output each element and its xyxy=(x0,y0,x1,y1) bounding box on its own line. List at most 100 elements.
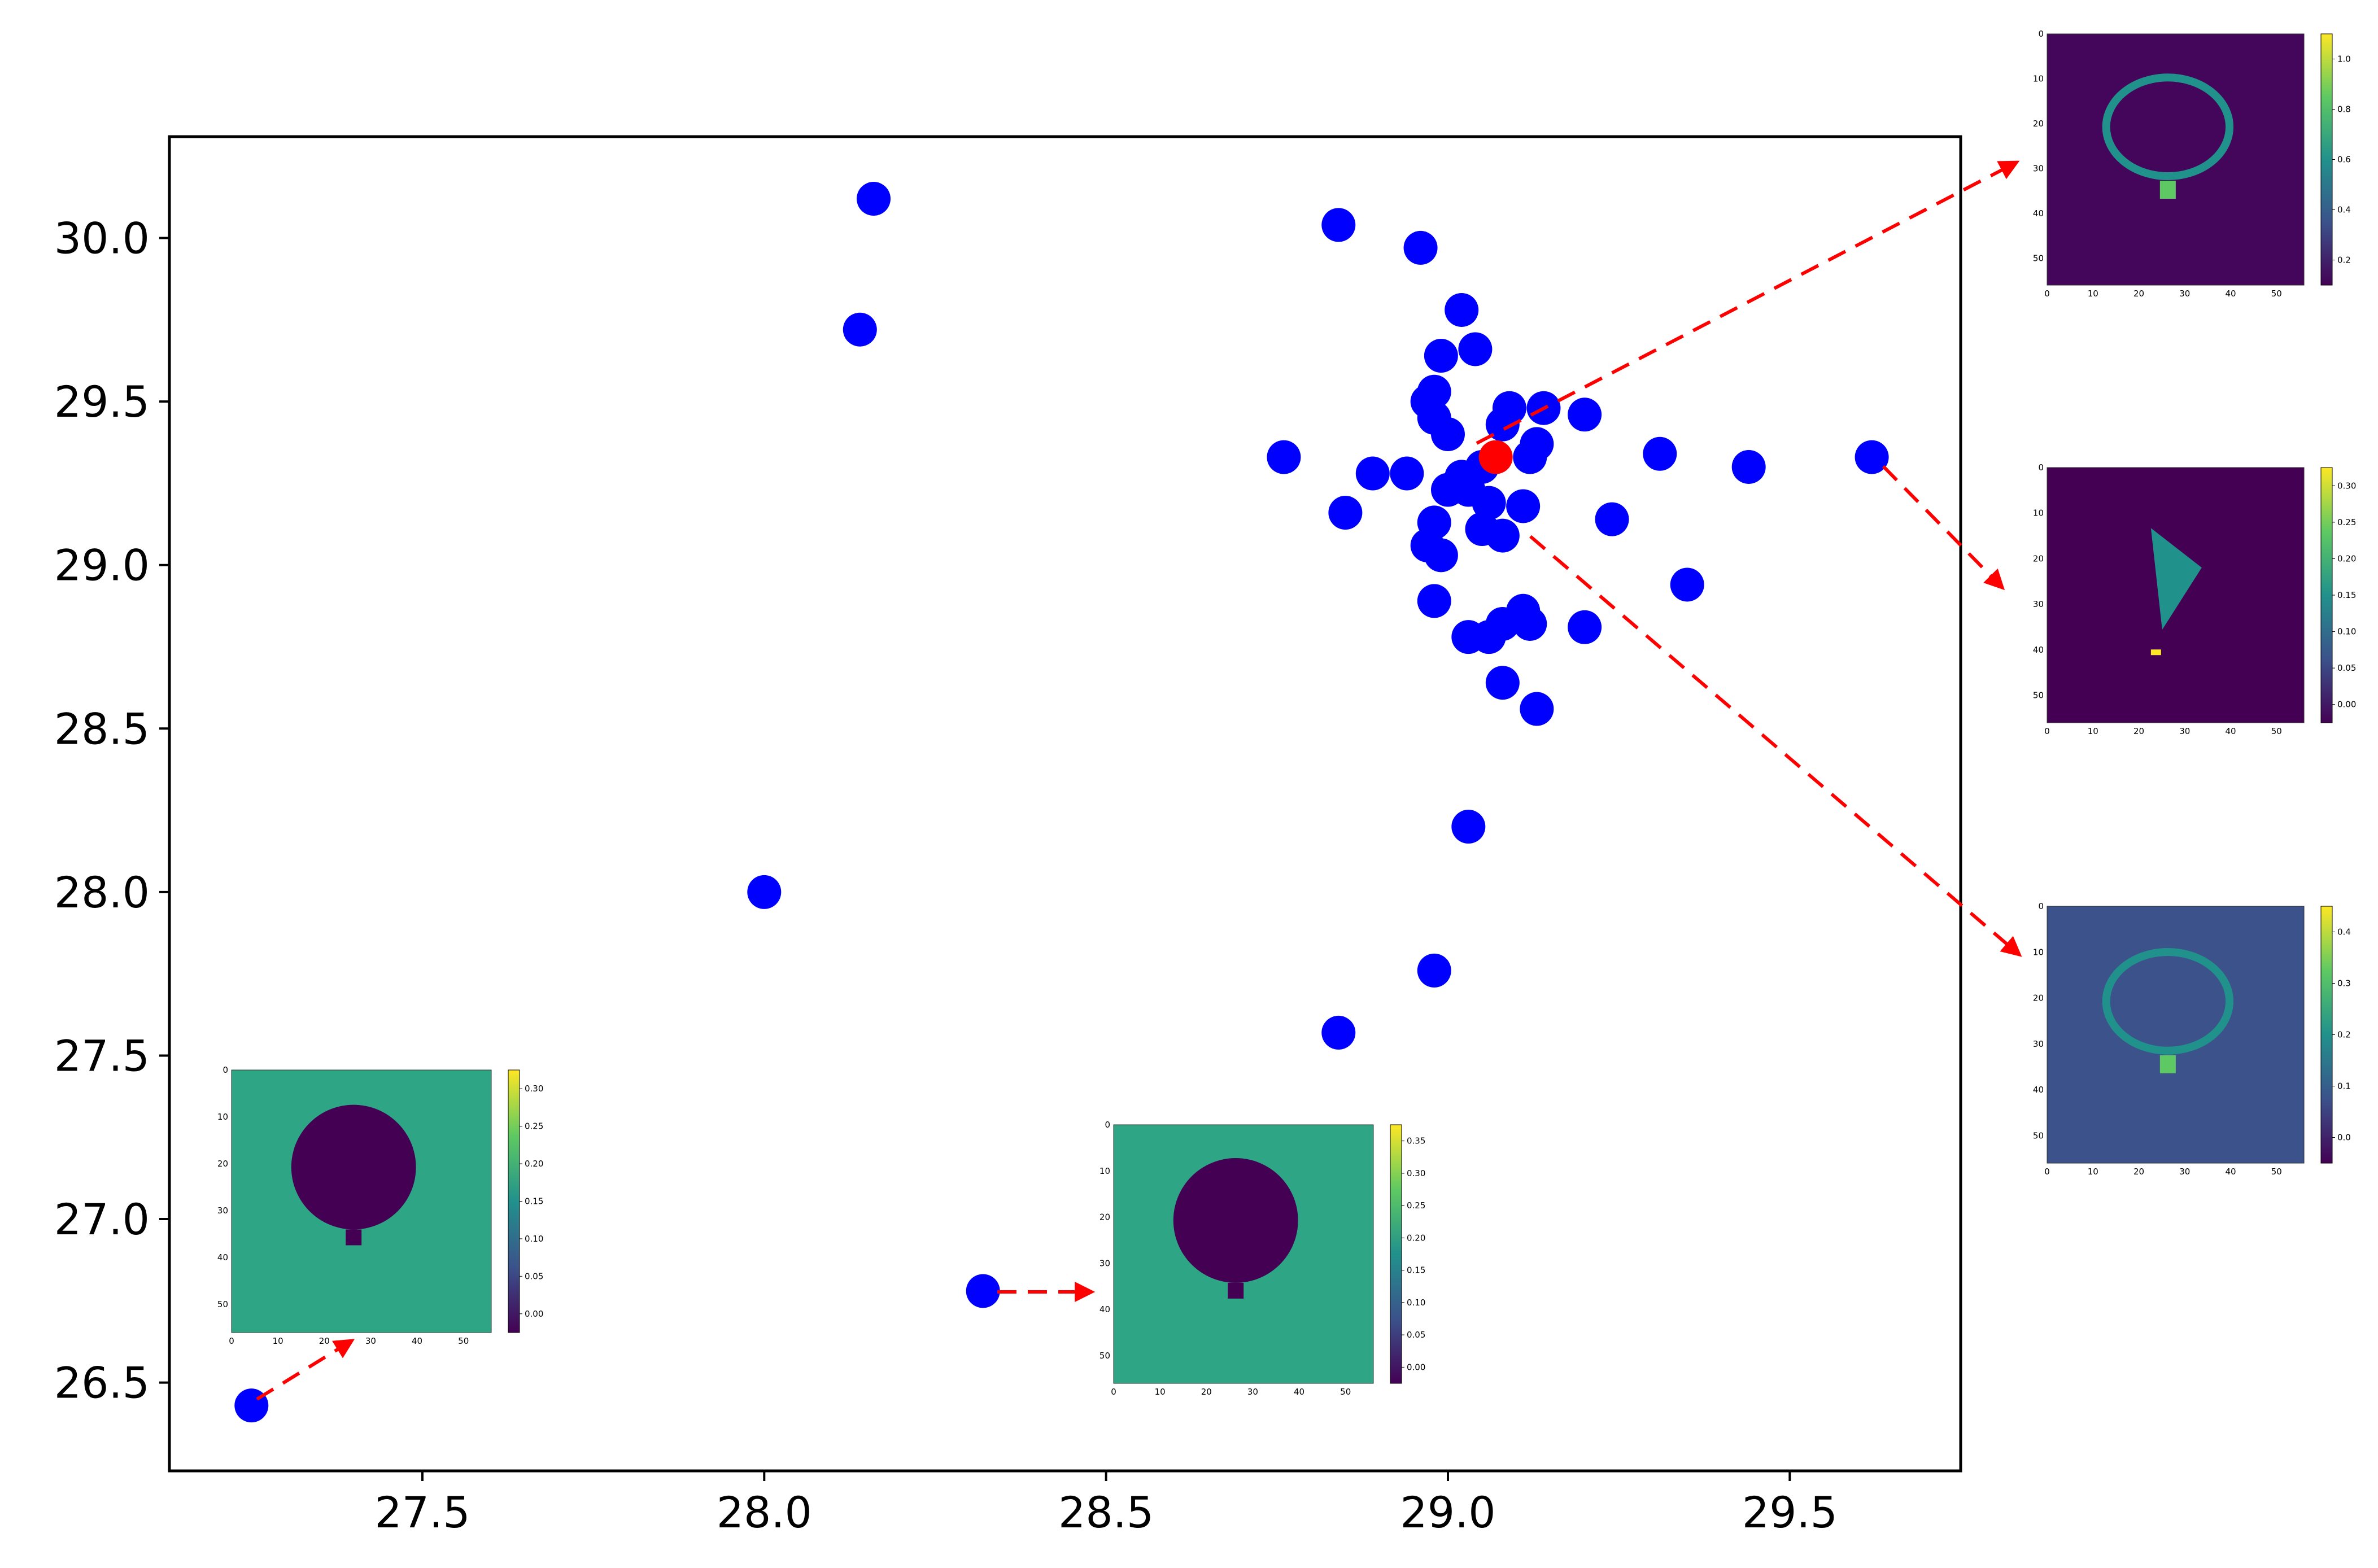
colorbar-tick-label: 0.05 xyxy=(1407,1330,1425,1340)
data-point xyxy=(1513,440,1547,474)
inset-x-tick-label: 20 xyxy=(319,1336,330,1346)
dashed-arrow xyxy=(1529,535,2022,957)
inset-y-tick-label: 40 xyxy=(2033,645,2044,655)
y-tick-label: 30.0 xyxy=(54,213,150,264)
inset-y-tick-label: 10 xyxy=(1099,1166,1110,1176)
data-point xyxy=(857,182,891,216)
colorbar-tick-label: 0.2 xyxy=(2337,1030,2351,1040)
data-point xyxy=(1520,692,1554,726)
inset-top-right: 0.2 0.4 0.6 0.8 1.0 0 10 20 30 40 50 0 10 20 30 40 50 xyxy=(2033,29,2351,299)
y-tick-label: 29.5 xyxy=(54,377,150,427)
colorbar xyxy=(2320,467,2333,723)
colorbar-tick-label: 0.2 xyxy=(2337,255,2351,265)
inset-y-tick-label: 20 xyxy=(217,1159,228,1169)
arrows xyxy=(256,160,2022,1401)
balloon-shape xyxy=(2102,73,2234,181)
colorbar-tick-label: 1.0 xyxy=(2337,54,2351,64)
colorbar-tick-label: 0.3 xyxy=(2337,979,2351,989)
inset-y-tick-label: 30 xyxy=(2033,163,2044,173)
data-point xyxy=(1321,208,1356,242)
basket-shape xyxy=(346,1229,362,1246)
inset-y-tick-label: 0 xyxy=(2038,29,2044,39)
inset-y-tick-label: 20 xyxy=(2033,119,2044,129)
y-tick-label: 27.5 xyxy=(54,1030,150,1081)
colorbar xyxy=(1390,1124,1402,1384)
highlighted-point xyxy=(1478,440,1513,474)
colorbar-tick-label: 0.10 xyxy=(2337,627,2356,637)
basket-shape xyxy=(2159,181,2176,199)
colorbar-tick-label: 0.00 xyxy=(1407,1362,1425,1372)
inset-x-tick-label: 40 xyxy=(2225,1167,2236,1177)
colorbar-tick-label: 0.10 xyxy=(1407,1298,1425,1308)
inset-y-tick-label: 40 xyxy=(2033,1085,2044,1095)
colorbar-tick-label: 0.25 xyxy=(2337,517,2356,527)
colorbar-tick-label: 0.25 xyxy=(1407,1200,1425,1211)
data-point xyxy=(1445,292,1479,327)
inset-x-tick-label: 10 xyxy=(2088,289,2098,299)
colorbar-tick-label: 0.35 xyxy=(1407,1136,1425,1146)
data-point xyxy=(1568,610,1602,644)
inset-y-tick-label: 0 xyxy=(2038,462,2044,473)
colorbar-tick-label: 0.15 xyxy=(1407,1265,1425,1276)
data-point xyxy=(1595,502,1629,536)
data-point xyxy=(747,875,782,909)
inset-y-tick-label: 10 xyxy=(2033,508,2044,518)
inset-y-tick-label: 10 xyxy=(2033,947,2044,957)
inset-x-tick-label: 50 xyxy=(2271,726,2282,736)
data-point xyxy=(1451,810,1486,844)
inset-y-tick-label: 50 xyxy=(1099,1351,1110,1361)
inset-x-tick-label: 0 xyxy=(2044,289,2050,299)
inset-x-tick-label: 10 xyxy=(2088,1167,2098,1177)
inset-x-tick-label: 10 xyxy=(1155,1387,1166,1397)
y-tick-label: 28.0 xyxy=(54,867,150,918)
x-tick-label: 28.5 xyxy=(1058,1487,1154,1538)
inset-y-tick-label: 40 xyxy=(1099,1304,1110,1314)
inset-bottom-left: 0.00 0.05 0.10 0.15 0.20 0.25 0.30 0 10 20 30 40 50 0… xyxy=(217,1065,544,1346)
colorbar-tick-label: 0.05 xyxy=(2337,663,2356,673)
basket-shape xyxy=(2159,1055,2176,1073)
data-point xyxy=(1472,620,1506,654)
colorbar-tick-label: 0.00 xyxy=(525,1309,543,1319)
data-point xyxy=(1731,449,1766,484)
data-point xyxy=(1485,666,1520,700)
y-tick-label: 28.5 xyxy=(54,704,150,754)
inset-x-tick-label: 30 xyxy=(2179,289,2190,299)
inset-x-tick-label: 30 xyxy=(2179,1167,2190,1177)
inset-y-tick-label: 30 xyxy=(1099,1258,1110,1268)
data-point xyxy=(1424,538,1458,573)
inset-x-tick-label: 10 xyxy=(273,1336,283,1346)
balloon-shape xyxy=(2102,947,2234,1055)
colorbar xyxy=(2320,906,2333,1164)
data-point xyxy=(1328,496,1363,530)
y-tick-label: 26.5 xyxy=(54,1358,150,1408)
inset-x-tick-label: 40 xyxy=(2225,289,2236,299)
inset-y-tick-label: 50 xyxy=(2033,1130,2044,1141)
inset-x-tick-label: 0 xyxy=(2044,726,2050,736)
inset-x-tick-label: 30 xyxy=(365,1336,376,1346)
data-point xyxy=(1321,1015,1356,1050)
data-point xyxy=(1417,953,1451,988)
inset-y-tick-label: 40 xyxy=(2033,208,2044,219)
data-points xyxy=(234,182,1889,1423)
inset-x-tick-label: 20 xyxy=(2133,726,2144,736)
balloon-shape xyxy=(2150,528,2202,630)
data-point xyxy=(1417,584,1451,618)
heatmap-image xyxy=(2047,906,2305,1164)
inset-y-tick-label: 20 xyxy=(1099,1212,1110,1222)
data-point xyxy=(1355,456,1390,491)
inset-y-tick-label: 30 xyxy=(2033,599,2044,609)
colorbar-tick-label: 0.30 xyxy=(525,1084,543,1094)
basket-shape xyxy=(1228,1282,1244,1299)
inset-y-tick-label: 50 xyxy=(2033,253,2044,263)
data-point xyxy=(1472,486,1506,520)
inset-x-tick-label: 40 xyxy=(1294,1387,1304,1397)
inset-y-tick-label: 20 xyxy=(2033,993,2044,1003)
data-point xyxy=(1513,606,1547,641)
inset-x-tick-label: 50 xyxy=(1340,1387,1351,1397)
inset-x-tick-label: 50 xyxy=(458,1336,469,1346)
x-tick-label: 27.5 xyxy=(374,1487,470,1538)
inset-x-tick-label: 30 xyxy=(2179,726,2190,736)
inset-lower-right: 0.0 0.1 0.2 0.3 0.4 0 10 20 30 40 50 0 10 20 30 40 50 xyxy=(2033,901,2351,1177)
inset-x-tick-label: 20 xyxy=(2133,289,2144,299)
